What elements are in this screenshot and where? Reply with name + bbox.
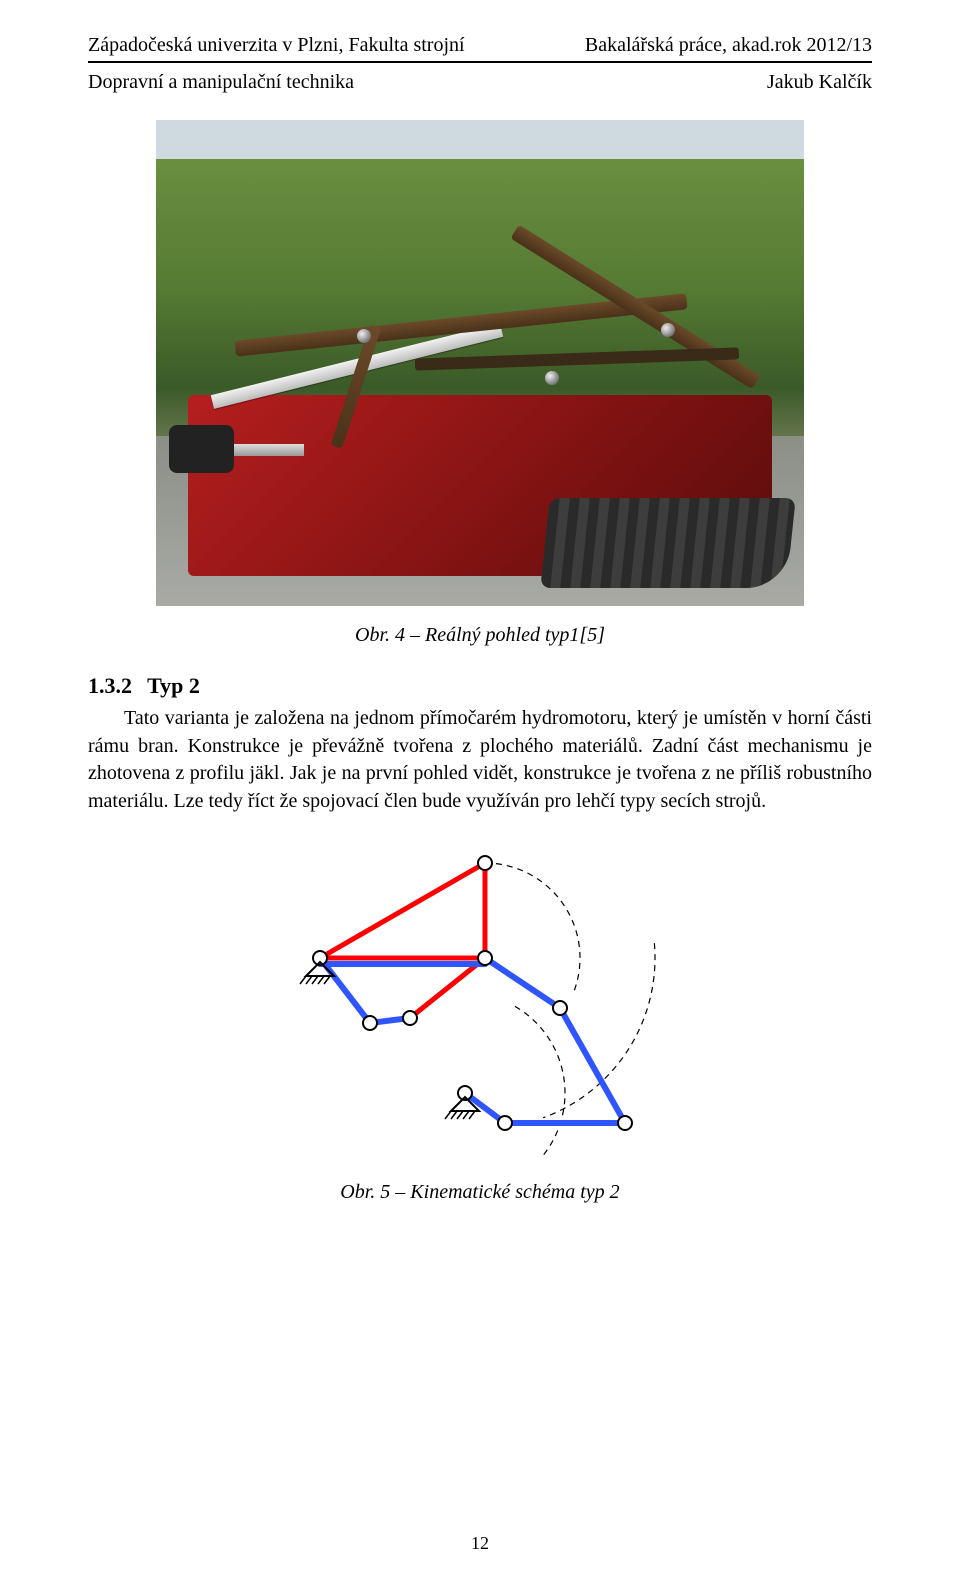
page-number: 12 [0,1533,960,1554]
header-right-bottom: Jakub Kalčík [767,69,872,96]
section-number: 1.3.2 [88,673,142,699]
bolt-icon [545,371,559,385]
header-row-1: Západočeská univerzita v Plzni, Fakulta … [88,32,872,59]
kinematic-diagram [270,833,690,1173]
figure-caption-bottom: Obr. 5 – Kinematické schéma typ 2 [88,1181,872,1204]
machine-roller [540,498,796,588]
hydraulic-cylinder [169,425,234,473]
header-rule [88,61,872,63]
section-heading: 1.3.2 Typ 2 [88,673,872,699]
header-right-top: Bakalářská práce, akad.rok 2012/13 [585,32,872,59]
body-paragraph: Tato varianta je založena na jednom přím… [88,705,872,815]
photo-machine [156,305,804,606]
section-title: Typ 2 [147,673,200,698]
header-row-2: Dopravní a manipulační technika Jakub Ka… [88,69,872,96]
header-left-top: Západočeská univerzita v Plzni, Fakulta … [88,32,465,59]
header-left-bottom: Dopravní a manipulační technika [88,69,354,96]
figure-photo [156,120,804,606]
figure-caption-top: Obr. 4 – Reálný pohled typ1[5] [88,624,872,647]
machine-brace [415,347,739,370]
bolt-icon [357,329,371,343]
